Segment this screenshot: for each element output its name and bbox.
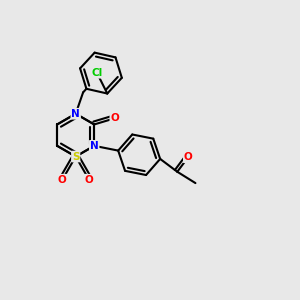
- Text: O: O: [58, 175, 67, 185]
- Text: N: N: [71, 109, 80, 119]
- Text: O: O: [85, 175, 93, 185]
- Text: N: N: [90, 141, 99, 151]
- Text: O: O: [110, 113, 119, 123]
- Text: S: S: [72, 152, 80, 161]
- Text: O: O: [184, 152, 193, 162]
- Text: Cl: Cl: [91, 68, 103, 78]
